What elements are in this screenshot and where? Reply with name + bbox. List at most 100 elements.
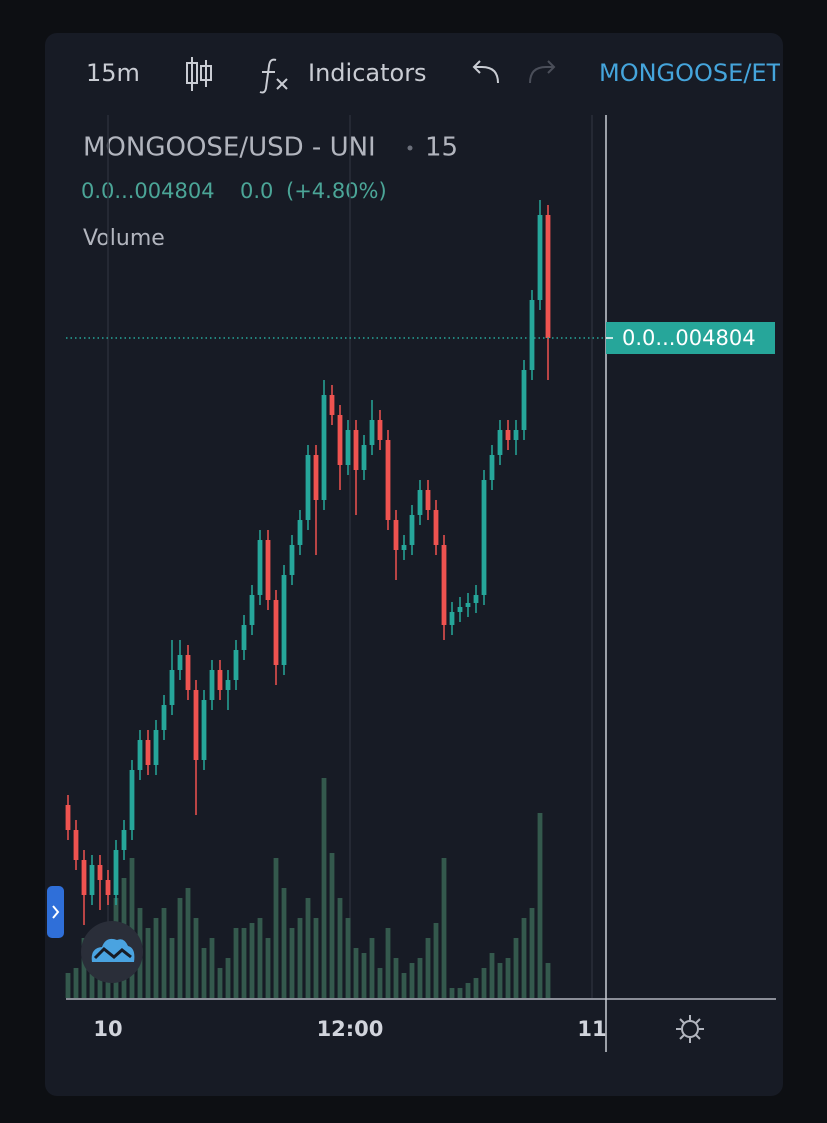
volume-bar: [153, 918, 159, 998]
candle-body: [409, 515, 415, 545]
volume-bar: [297, 918, 303, 998]
candle-body: [425, 490, 431, 510]
volume-bar: [473, 978, 479, 998]
candle-body: [457, 607, 463, 612]
volume-bar: [233, 928, 239, 998]
volume-bar: [521, 918, 527, 998]
symbol-tab[interactable]: MONGOOSE/ET: [599, 59, 782, 87]
candle-body: [313, 455, 319, 500]
candle-body: [249, 595, 255, 625]
price-tag-label: 0.0...004804: [622, 326, 756, 350]
candle-body: [529, 300, 535, 370]
candle-body: [433, 510, 439, 545]
candle-body: [513, 430, 519, 440]
volume-bar: [529, 908, 535, 998]
volume-bar: [249, 923, 255, 998]
indicators-button[interactable]: Indicators: [308, 59, 427, 87]
volume-bar: [185, 888, 191, 998]
candle-body: [369, 420, 375, 445]
candle-body: [201, 700, 207, 760]
volume-bar: [401, 973, 407, 998]
interval-button[interactable]: 15m: [86, 59, 140, 87]
price-tag: [606, 322, 775, 354]
side-panel-toggle[interactable]: [47, 886, 64, 938]
volume-bar: [417, 958, 423, 998]
chart-type-button[interactable]: [186, 57, 212, 91]
volume-bar: [177, 898, 183, 998]
candle-body: [337, 415, 343, 465]
volume-bar: [369, 938, 375, 998]
settings-button[interactable]: [676, 1015, 704, 1043]
redo-button[interactable]: [529, 60, 556, 84]
volume-bar: [81, 938, 87, 998]
volume-bar: [209, 938, 215, 998]
volume-bar: [289, 928, 295, 998]
candle-body: [297, 520, 303, 545]
candle-body: [145, 740, 151, 765]
candle-body: [441, 545, 447, 625]
candle-body: [81, 860, 87, 895]
volume-bar: [265, 938, 271, 998]
logo-line: [93, 946, 132, 960]
candle-body: [505, 430, 511, 440]
candle-body: [169, 670, 175, 705]
legend-interval: 15: [425, 133, 458, 163]
x-tick-label: 11: [577, 1017, 606, 1041]
candle-body: [225, 680, 231, 690]
volume-bar: [489, 953, 495, 998]
candle-body: [361, 445, 367, 470]
volume-bar: [193, 918, 199, 998]
volume-bar: [73, 968, 79, 998]
volume-bar: [441, 858, 447, 998]
candle-body: [177, 655, 183, 670]
volume-bar: [89, 958, 95, 998]
volume-bar: [129, 858, 135, 998]
candle-body: [537, 215, 543, 300]
candle-body: [193, 690, 199, 760]
volume-bar: [513, 938, 519, 998]
candle-body: [465, 603, 471, 607]
volume-bar: [481, 968, 487, 998]
candle-body: [73, 830, 79, 860]
volume-bar: [465, 983, 471, 998]
candle-body: [401, 545, 407, 550]
volume-bar: [201, 948, 207, 998]
candle-body: [345, 430, 351, 465]
candle-body: [289, 545, 295, 575]
candle-body: [329, 395, 335, 415]
legend-symbol: MONGOOSE/USD - UNI: [83, 133, 376, 163]
plot: [65, 115, 606, 998]
volume-bar: [377, 968, 383, 998]
volume-bar: [313, 918, 319, 998]
volume-bar: [545, 963, 551, 998]
candle-body: [385, 440, 391, 520]
volume-bar: [409, 963, 415, 998]
indicators-icon[interactable]: [259, 58, 288, 94]
candle-body: [481, 480, 487, 595]
x-tick-label: 12:00: [317, 1017, 384, 1041]
volume-bar: [161, 908, 167, 998]
side-panel-arrow: [52, 905, 60, 919]
candle-body: [241, 625, 247, 650]
volume-bar: [361, 953, 367, 998]
legend-change: 0.0: [240, 179, 273, 203]
candle-body: [217, 670, 223, 690]
candle-body: [105, 880, 111, 895]
legend-separator: [407, 145, 413, 151]
volume-bar: [433, 923, 439, 998]
volume-bar: [145, 928, 151, 998]
volume-bar: [305, 898, 311, 998]
volume-bar: [505, 958, 511, 998]
panel: [45, 33, 783, 1096]
candle-body: [473, 595, 479, 603]
candle-body: [233, 650, 239, 680]
volume-bar: [217, 968, 223, 998]
volume-bar: [353, 948, 359, 998]
undo-button[interactable]: [472, 60, 499, 84]
candle-body: [113, 850, 119, 895]
candle-body: [353, 430, 359, 470]
candle-body: [281, 575, 287, 665]
volume-bar: [273, 858, 279, 998]
candle-body: [521, 370, 527, 430]
